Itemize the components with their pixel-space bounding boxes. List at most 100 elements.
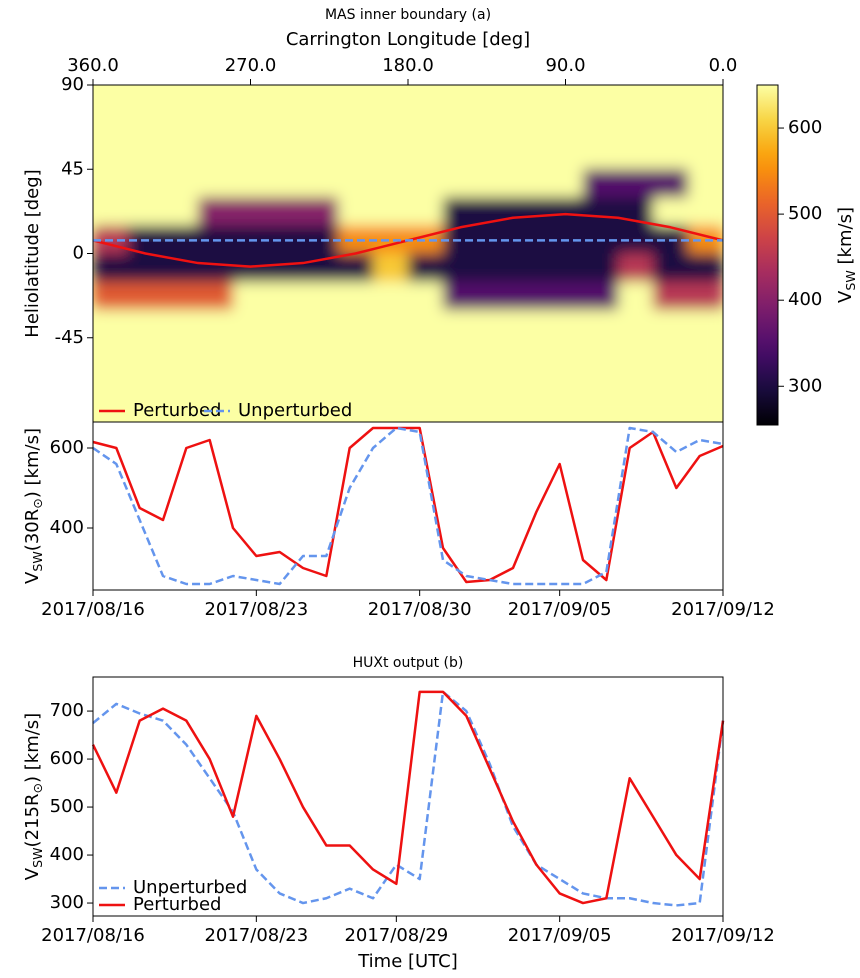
- colorbar: [756, 84, 779, 426]
- heatmap-cell: [583, 197, 619, 227]
- heatmap-cell: [268, 169, 304, 198]
- heatmap-cell: [688, 281, 723, 311]
- heatmap-cell: [618, 113, 654, 142]
- y-tick-label: 0: [73, 243, 84, 264]
- heatmap-cell: [268, 253, 304, 283]
- colorbar-tick-label: 400: [788, 289, 822, 310]
- heatmap-cell: [478, 281, 514, 311]
- heatmap-cell: [408, 253, 444, 283]
- heatmap-cell: [163, 365, 199, 395]
- heatmap-cell: [478, 85, 514, 114]
- heatmap-cell: [233, 281, 269, 311]
- x-tick-label: 2017/08/23: [204, 925, 308, 946]
- heatmap-cell: [93, 141, 129, 170]
- series-line: [92, 426, 724, 586]
- heatmap-cell: [653, 113, 689, 142]
- heatmap-cell: [688, 169, 723, 198]
- heatmap-cell: [93, 281, 129, 311]
- heatmap-cell: [478, 141, 514, 170]
- heatmap-cell: [268, 309, 304, 339]
- axes-frame: [92, 421, 724, 591]
- series-line: [91, 690, 725, 905]
- y-tick-label: 600: [50, 748, 84, 769]
- x-tick-label: 2017/09/12: [671, 925, 775, 946]
- heatmap-cells: [93, 85, 723, 422]
- heatmap-cell: [303, 197, 339, 227]
- y-tick-label: 90: [61, 74, 84, 95]
- heatmap-cell: [443, 337, 479, 367]
- heatmap-cell: [268, 365, 304, 395]
- heatmap-cell: [618, 141, 654, 170]
- heatmap-cell: [478, 365, 514, 395]
- heatmap-cell: [128, 337, 164, 367]
- heatmap-cell: [653, 141, 689, 170]
- heatmap-cell: [408, 113, 444, 142]
- x-tick-label: 2017/08/29: [344, 925, 448, 946]
- heatmap-cell: [653, 309, 689, 339]
- label-part: V: [22, 571, 43, 584]
- heatmap-cell: [653, 85, 689, 114]
- heatmap-cell: [583, 281, 619, 311]
- heatmap-cell: [303, 365, 339, 395]
- label-subscript: SW: [843, 270, 858, 291]
- heatmap-cell: [408, 365, 444, 395]
- heatmap-cell: [198, 337, 234, 367]
- heatmap-cell: [688, 309, 723, 339]
- heatmap-cell: [338, 253, 374, 283]
- heatmap-cell: [198, 253, 234, 283]
- heatmap-cell: [548, 141, 584, 170]
- heatmap-cell: [338, 365, 374, 395]
- heatmap-cell: [128, 197, 164, 227]
- heatmap-cell: [373, 393, 409, 422]
- label-subscript: ⊙: [30, 498, 45, 509]
- x-tick-label: 2017/09/12: [671, 599, 775, 620]
- heatmap-cell: [303, 337, 339, 367]
- heatmap-cell: [198, 309, 234, 339]
- heatmap-cell: [478, 253, 514, 283]
- heatmap-cell: [93, 85, 129, 114]
- heatmap-cell: [548, 85, 584, 114]
- heatmap-cell: [163, 309, 199, 339]
- heatmap-cell: [408, 85, 444, 114]
- heatmap-cell: [443, 253, 479, 283]
- label-part: (30R: [22, 509, 43, 551]
- heatmap-cell: [373, 225, 409, 255]
- heatmap-cell: [443, 197, 479, 227]
- heatmap-cell: [548, 281, 584, 311]
- heatmap-cell: [373, 281, 409, 311]
- colorbar-tick-label: 500: [788, 203, 822, 224]
- heatmap-cell: [93, 337, 129, 367]
- colorbar-tick-label: 300: [788, 375, 822, 396]
- heatmap-cell: [198, 365, 234, 395]
- heatmap-cell: [373, 141, 409, 170]
- x-tick-label: 2017/08/16: [41, 925, 145, 946]
- heatmap-cell: [93, 393, 129, 422]
- heatmap-cell: [688, 85, 723, 114]
- heatmap-cell: [443, 85, 479, 114]
- heatmap-cell: [583, 113, 619, 142]
- heatmap-cell: [338, 85, 374, 114]
- heatmap-cell: [653, 197, 689, 227]
- heatmap-cell: [443, 281, 479, 311]
- heatmap-cell: [198, 281, 234, 311]
- heatmap-cell: [373, 113, 409, 142]
- heatmap-cell: [443, 365, 479, 395]
- heatmap-cell: [268, 197, 304, 227]
- heatmap-cell: [128, 309, 164, 339]
- heatmap-cell: [583, 141, 619, 170]
- y-tick-label: 45: [61, 158, 84, 179]
- heatmap-cell: [408, 169, 444, 198]
- heatmap-cell: [198, 141, 234, 170]
- heatmap-cell: [478, 309, 514, 339]
- heatmap-cell: [688, 197, 723, 227]
- x-tick-label: 2017/08/30: [368, 599, 472, 620]
- heatmap-cell: [128, 141, 164, 170]
- heatmap-cell: [233, 309, 269, 339]
- heatmap-cell: [233, 393, 269, 422]
- heatmap-cell: [583, 253, 619, 283]
- heatmap-cell: [548, 113, 584, 142]
- heatmap-cell: [513, 337, 549, 367]
- label-part: ) [km/s]: [22, 428, 43, 498]
